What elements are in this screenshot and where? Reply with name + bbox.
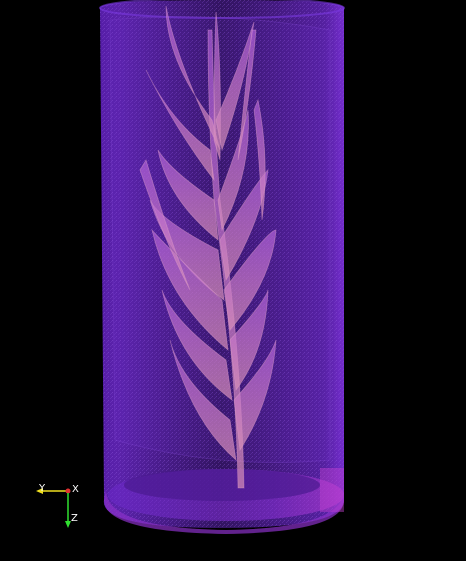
- leaf: [229, 289, 269, 392]
- leaf: [223, 229, 277, 331]
- leaf: [169, 339, 237, 462]
- cylinder-top-rim: [99, 0, 345, 19]
- cylinder-base-inner: [124, 469, 320, 501]
- leaf: [237, 29, 257, 161]
- leaf: [233, 339, 277, 452]
- leaf: [157, 149, 219, 241]
- leaf: [161, 289, 233, 401]
- plant-point-cloud: [139, 5, 277, 489]
- cylinder-base-highlight: [320, 468, 344, 512]
- leaf: [219, 168, 269, 282]
- cylinder-texture: [100, 0, 344, 528]
- leaf: [253, 98, 266, 221]
- leaf: [215, 21, 255, 152]
- scan-cylinder: [99, 0, 345, 534]
- leaf: [145, 69, 215, 182]
- leaf: [165, 5, 221, 151]
- leaf: [139, 159, 191, 291]
